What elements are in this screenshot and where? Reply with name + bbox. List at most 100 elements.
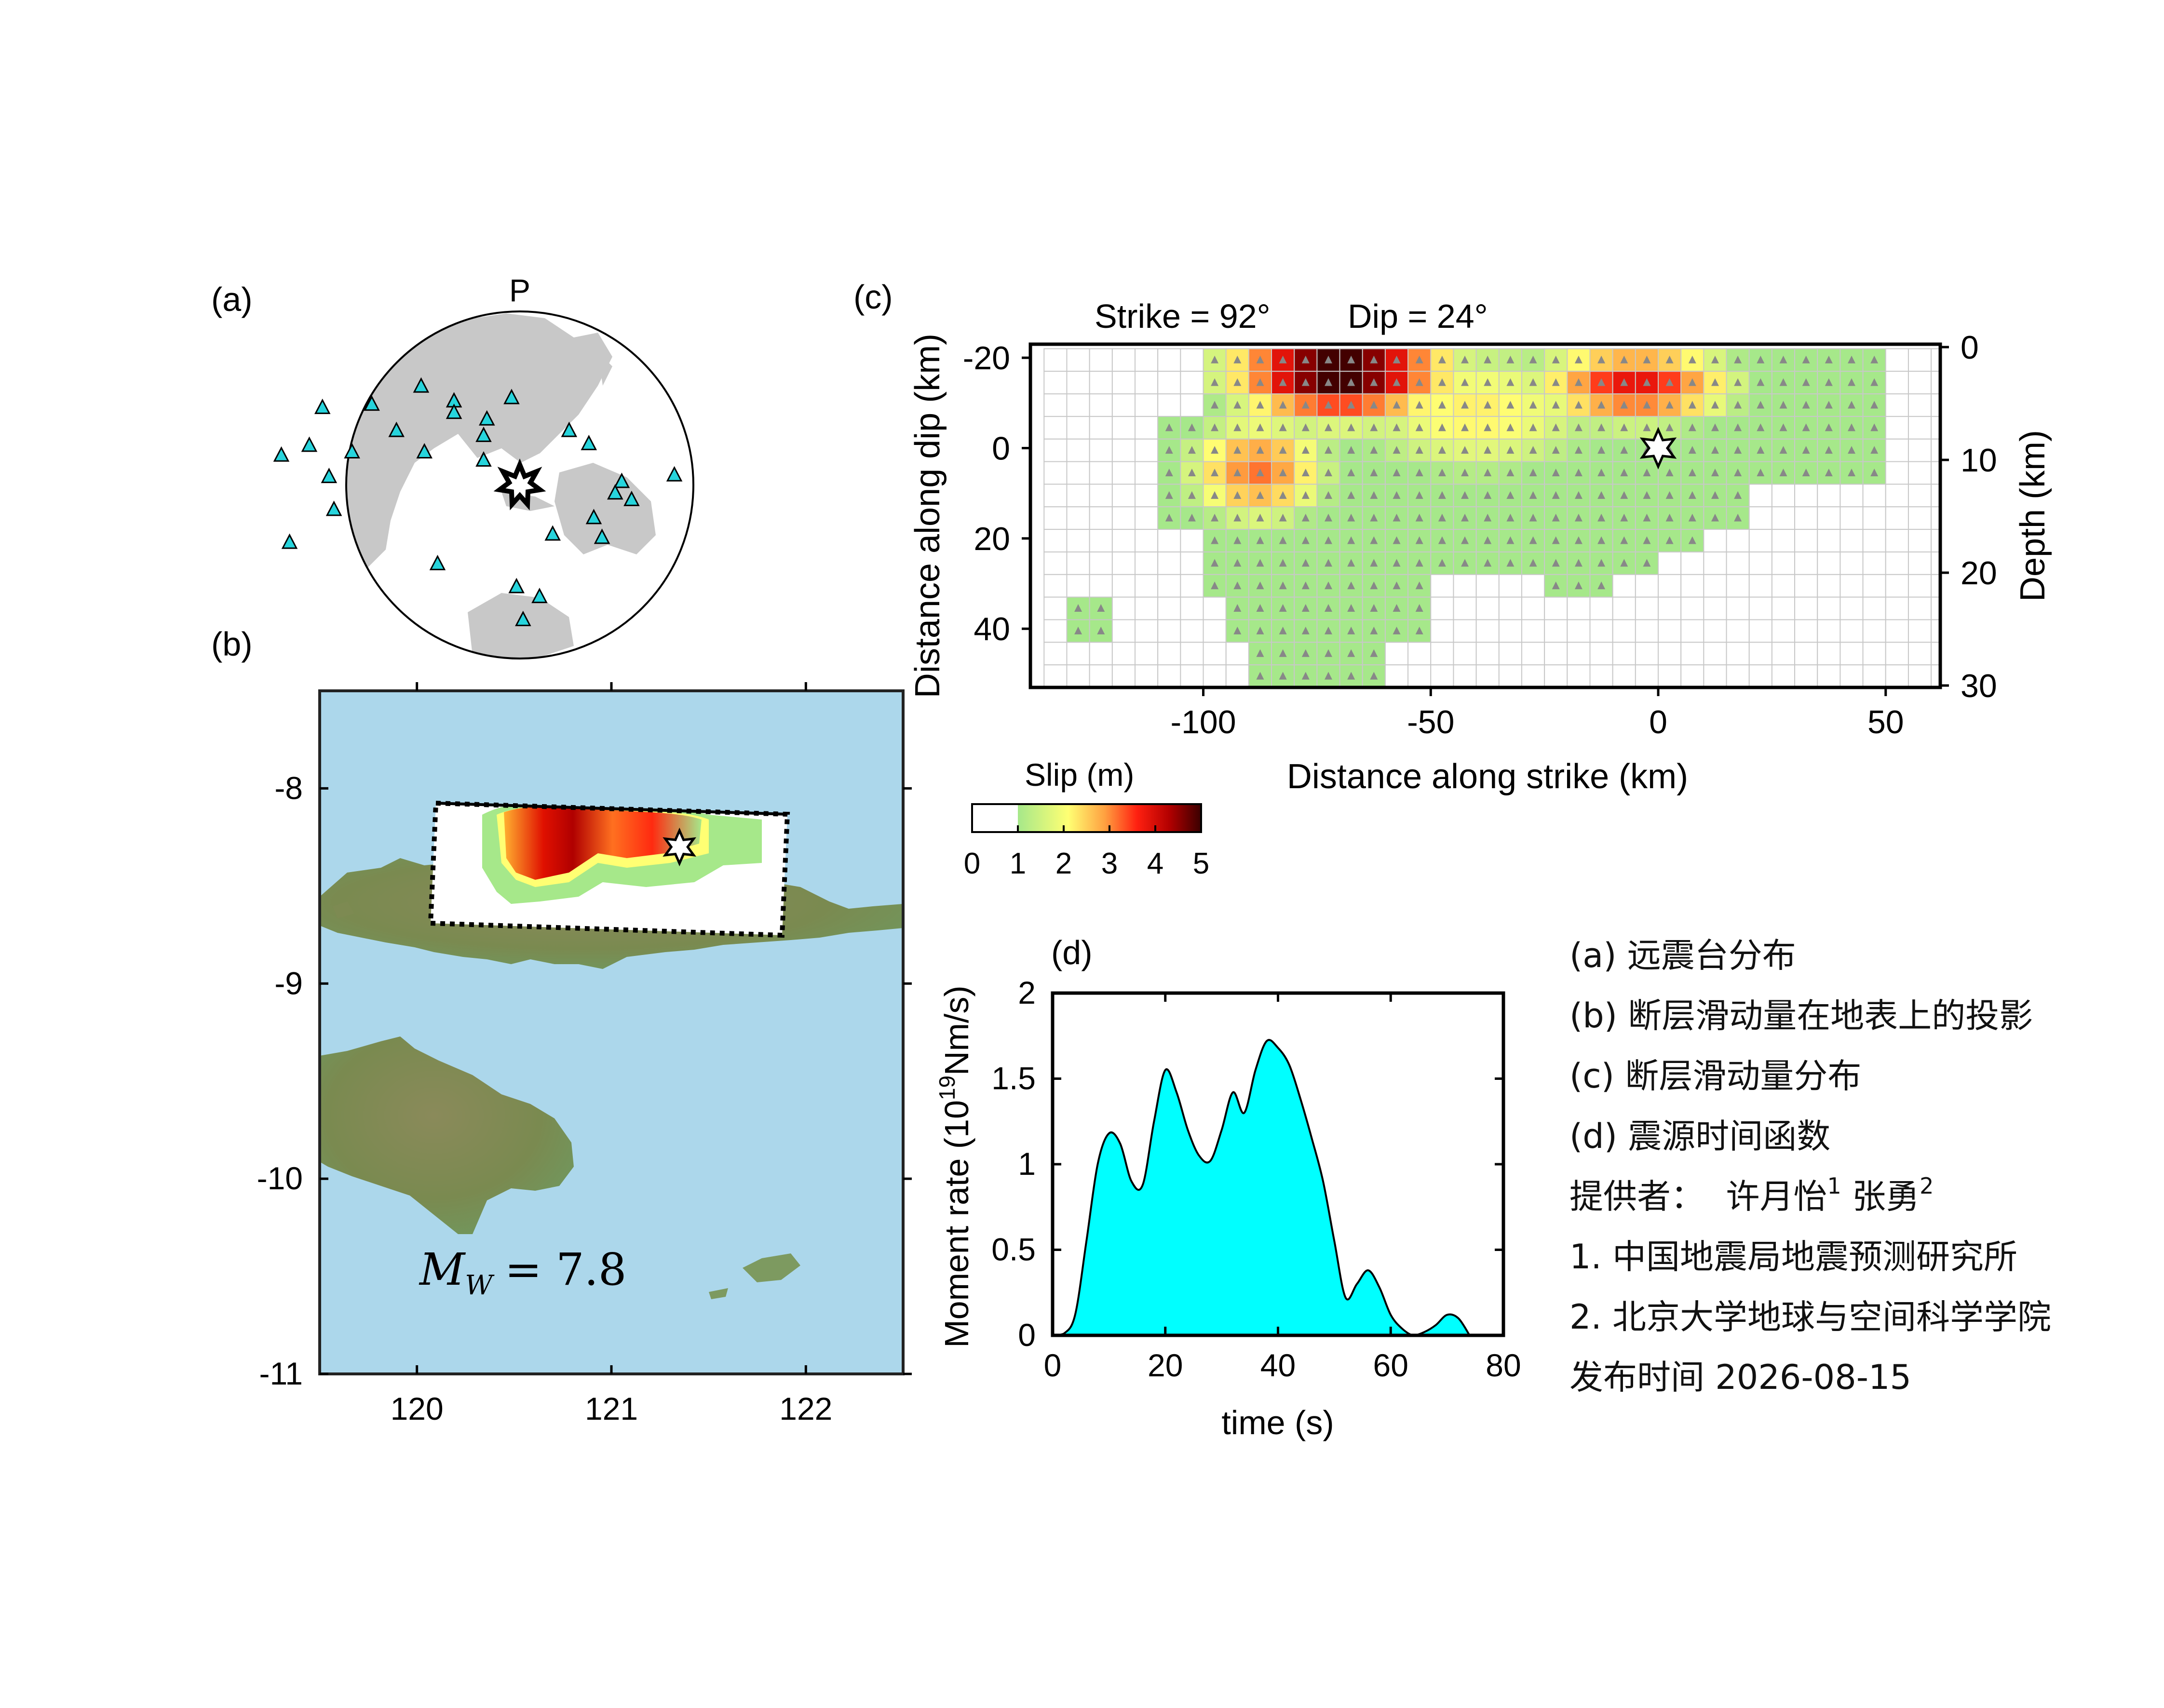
rake-arrow (1734, 513, 1742, 522)
slip-cell (1885, 642, 1909, 666)
slip-cell (1703, 574, 1727, 598)
station-marker (281, 533, 298, 549)
rake-arrow (1438, 469, 1446, 476)
rake-arrow (1393, 536, 1401, 544)
rake-arrow (1279, 672, 1287, 680)
rake-arrow (1165, 423, 1173, 431)
rake-arrow (1643, 491, 1651, 499)
caption-a: (a) 远震台分布 (1569, 936, 1796, 975)
rake-arrow (1825, 446, 1833, 454)
slip-cell (1157, 551, 1181, 575)
rake-arrow (1461, 513, 1469, 522)
station-marker (515, 610, 531, 626)
station-marker (479, 410, 495, 426)
slip-cell (1407, 484, 1432, 508)
station-marker (273, 446, 290, 462)
slip-cell (1931, 506, 1940, 530)
rake-arrow (1324, 649, 1332, 657)
rake-arrow (1301, 378, 1310, 386)
slip-cell (1885, 438, 1909, 462)
rake-arrow (1484, 491, 1492, 499)
rake-arrow (1711, 446, 1719, 454)
rake-arrow (1529, 446, 1537, 454)
rake-arrow (1256, 355, 1264, 363)
slip-cell (1680, 642, 1704, 666)
c-y2tick-label: 20 (1961, 555, 1997, 592)
slip-cell (1680, 596, 1704, 620)
slip-projection-core (504, 806, 702, 880)
rake-arrow (1256, 581, 1264, 590)
rake-arrow (1688, 378, 1696, 386)
slip-cell (1225, 642, 1249, 666)
c-xtick-label: -100 (1170, 704, 1236, 740)
rake-arrow (1324, 491, 1332, 499)
slip-cell (1066, 348, 1090, 372)
slip-cell (1157, 596, 1181, 620)
rake-arrow (1301, 446, 1310, 454)
rake-arrow (1393, 423, 1401, 431)
slip-cell (1475, 664, 1500, 687)
rake-arrow (1574, 559, 1582, 567)
map-ytick-label: -8 (274, 770, 303, 806)
slip-cell (1862, 596, 1886, 620)
slip-cell (1771, 551, 1796, 575)
slip-cell (1043, 664, 1068, 687)
rake-arrow (1211, 536, 1219, 544)
rake-arrow (1802, 378, 1810, 386)
rake-arrow (1347, 469, 1355, 476)
slip-cell (1089, 529, 1113, 552)
rake-arrow (1552, 469, 1560, 476)
rake-arrow (1256, 536, 1264, 544)
rake-arrow (1301, 491, 1310, 499)
rake-arrow (1324, 672, 1332, 680)
affiliation-1: 1. 中国地震局地震预测研究所 (1569, 1237, 2018, 1277)
rake-arrow (1597, 355, 1606, 363)
colorbar-tick-label: 4 (1147, 847, 1163, 880)
slip-cell (1043, 529, 1068, 552)
rake-arrow (1848, 355, 1856, 363)
slip-cell (1430, 574, 1454, 598)
rake-arrow (1233, 378, 1242, 386)
rake-arrow (1301, 626, 1310, 634)
rake-arrow (1870, 469, 1879, 476)
slip-cell (1043, 596, 1068, 620)
rake-arrow (1620, 469, 1628, 476)
slip-cell (1771, 484, 1796, 508)
slip-cell (1907, 438, 1932, 462)
rake-arrow (1574, 423, 1582, 431)
rake-arrow (1848, 423, 1856, 431)
slip-cell (1931, 529, 1940, 552)
rake-arrow (1643, 355, 1651, 363)
rake-arrow (1461, 559, 1469, 567)
slip-cell (1043, 438, 1068, 462)
station-marker (607, 484, 623, 500)
rake-arrow (1597, 469, 1606, 476)
slip-cell (1907, 416, 1932, 440)
savu-island (743, 1253, 800, 1282)
rake-arrow (1279, 649, 1287, 657)
panel-a-label: (a) (211, 281, 253, 318)
rake-arrow (1233, 559, 1242, 567)
c-ylabel: Distance along dip (km) (908, 334, 947, 698)
rake-arrow (1438, 423, 1446, 431)
slip-cell (1839, 551, 1864, 575)
slip-cell (1726, 574, 1750, 598)
rake-arrow (1484, 469, 1492, 476)
rake-arrow (1848, 446, 1856, 454)
rake-arrow (1256, 513, 1264, 522)
slip-cell (1794, 596, 1818, 620)
colorbar-tick-label: 2 (1055, 847, 1072, 880)
slip-cell (1135, 461, 1159, 485)
rake-arrow (1757, 378, 1765, 386)
rake-arrow (1370, 559, 1378, 567)
rake-arrow (1301, 559, 1310, 567)
panel-a: (a) P (211, 272, 694, 659)
slip-cell (1362, 551, 1386, 575)
provider-label: 提供者： (1569, 1177, 1704, 1216)
caption-c: (c) 断层滑动量分布 (1569, 1056, 1862, 1096)
rake-arrow (1211, 513, 1219, 522)
slip-cell (1885, 371, 1909, 395)
slip-cell (1817, 506, 1841, 530)
slip-cell (1111, 574, 1136, 598)
